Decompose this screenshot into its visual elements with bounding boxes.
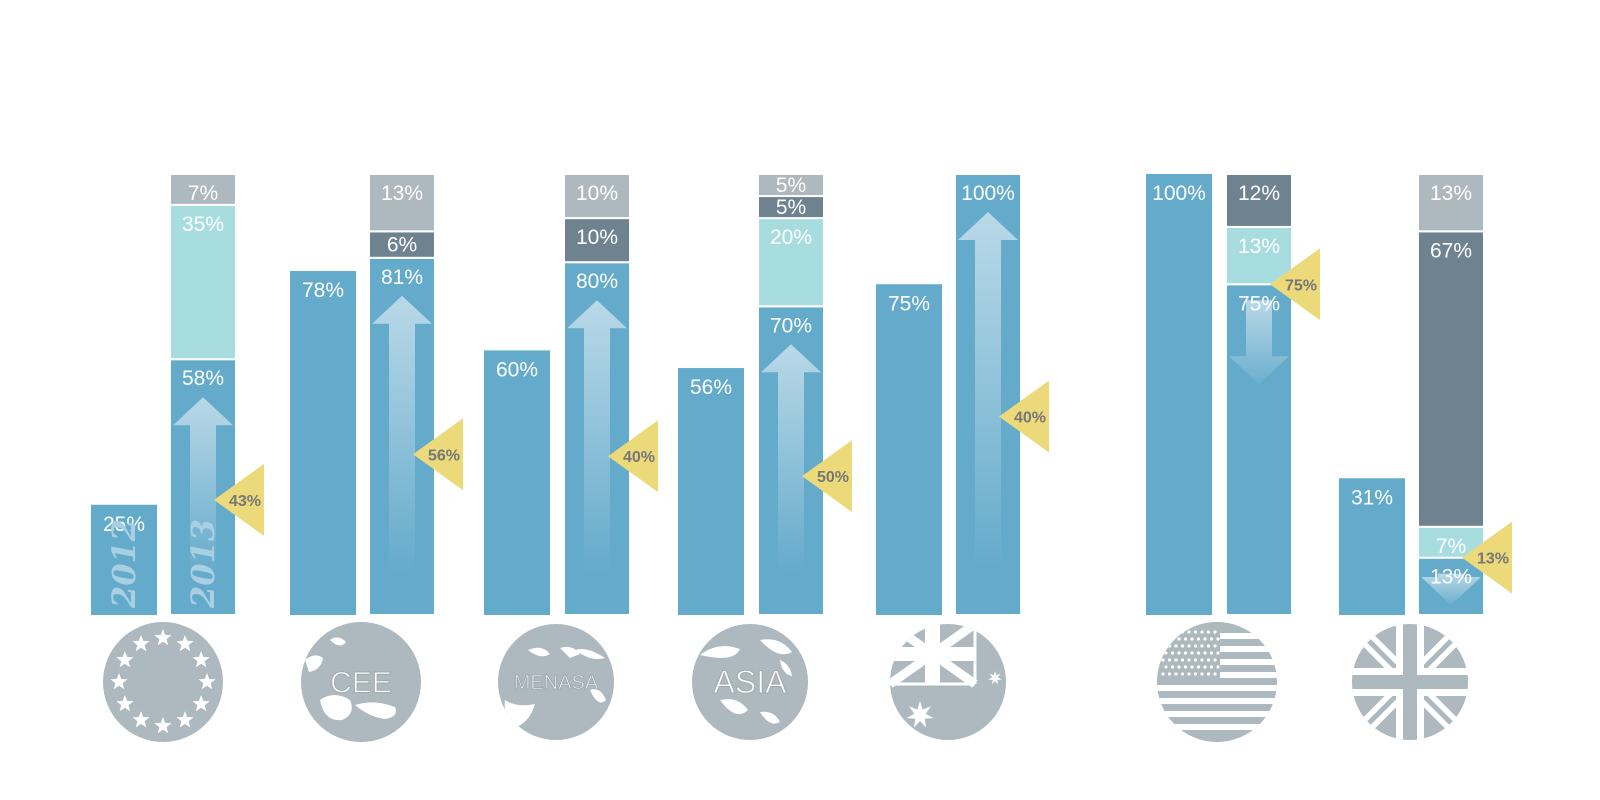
region-label: CEE [330, 667, 392, 700]
bar-2012 [484, 350, 550, 615]
change-badge [214, 463, 264, 536]
change-badge-label: 75% [1285, 277, 1317, 294]
bar-2013-label: 7% [188, 182, 218, 205]
bar-2012-label: 56% [690, 376, 732, 399]
bar-group-2: 60% 80% 10% 10% 40% [484, 173, 658, 616]
bar-2013-segment [1225, 173, 1293, 228]
change-arrow-up [958, 212, 1018, 575]
bar-2013-segment [1417, 173, 1485, 233]
change-badge-label: 56% [428, 447, 460, 464]
bar-2012-label: 25% [103, 513, 145, 536]
bar-2013-label: 75% [1238, 292, 1280, 315]
usa-flag-icon [1157, 622, 1277, 742]
menasa-map-icon: MENASA [498, 624, 614, 740]
bar-2012 [290, 271, 356, 615]
change-badge [1462, 521, 1512, 594]
bar-2013-label: 70% [770, 314, 812, 337]
bar-2013-segment [757, 217, 825, 308]
bar-2013-label: 5% [776, 174, 806, 197]
bar-2013-segment [563, 173, 631, 220]
bar-group-3: 56% 70% 20% 5%5% 50% [678, 173, 852, 616]
bar-2013-label: 80% [576, 270, 618, 293]
bar-2012 [1339, 478, 1405, 615]
bar-2012 [678, 368, 744, 615]
bar-2012-label: 31% [1351, 486, 1393, 509]
bar-2012 [876, 284, 942, 615]
year-label-2012: 2012 [105, 519, 143, 609]
bar-2013-label: 12% [1238, 182, 1280, 205]
change-arrow-up [372, 295, 432, 575]
bar-2013-label: 58% [182, 367, 224, 390]
bar-2013-segment [368, 230, 436, 259]
bar-2013-segment [1417, 230, 1485, 528]
bar-2013-label: 81% [381, 266, 423, 289]
bar-2013-label: 13% [1238, 235, 1280, 258]
change-badge [999, 380, 1049, 453]
bar-2012-label: 78% [302, 279, 344, 302]
change-badge-label: 13% [1477, 551, 1509, 568]
bar-2012-label: 75% [888, 292, 930, 315]
bar-2013-segment [757, 173, 825, 198]
australia-flag-icon [890, 624, 1006, 740]
change-arrow-down [1421, 573, 1481, 605]
change-badge [413, 418, 463, 491]
bar-2013-label: 6% [387, 234, 417, 257]
asia-map-icon: ASIA [692, 624, 808, 740]
bar-2013-label: 10% [576, 226, 618, 249]
bar-group-6: 31% 13% 7% 67% 13% 13% [1339, 173, 1512, 616]
cee-map-icon: CEE [301, 622, 421, 742]
bar-2013-segment [169, 173, 237, 206]
bar-2013-label: 35% [182, 213, 224, 236]
change-arrow-up [173, 397, 233, 575]
bar-group-4: 75% 100% 40% [876, 173, 1049, 616]
bar-2012-label: 60% [496, 358, 538, 381]
bar-2013-segment [169, 203, 237, 361]
icons-layer: CEE MENASA ASIA [103, 622, 1468, 742]
change-badge [802, 440, 852, 513]
bar-2013-label: 67% [1430, 239, 1472, 262]
change-badge [1270, 248, 1320, 321]
region-label: ASIA [714, 664, 788, 700]
change-badge [608, 420, 658, 493]
bar-2013-label: 13% [1430, 566, 1472, 589]
bar-2013-label: 7% [1436, 535, 1466, 558]
region-label: MENASA [514, 672, 599, 694]
bar-2013-label: 13% [381, 182, 423, 205]
bars-layer: 25% 58% 35% 7% 43% 78% 81% 6% 13% 56% 60% 80% 10% 10%… [91, 173, 1512, 616]
bar-2012 [91, 504, 157, 615]
bar-2013-label: 20% [770, 226, 812, 249]
change-arrow-down [1229, 300, 1289, 385]
change-badge-label: 50% [817, 469, 849, 486]
bar-2013-label: 10% [576, 182, 618, 205]
change-badge-label: 40% [623, 449, 655, 466]
bar-2013-label: 5% [776, 196, 806, 219]
change-badge-label: 43% [229, 493, 261, 510]
bar-2013-segment [368, 173, 436, 233]
bar-2012-label: 100% [1152, 182, 1206, 205]
bar-2013-label: 13% [1430, 182, 1472, 205]
bar-group-5: 100% 75% 13% 12% 75% [1146, 173, 1320, 616]
bar-2013-segment [563, 217, 631, 264]
change-arrow-up [567, 300, 627, 575]
bar-group-0: 25% 58% 35% 7% 43% [91, 173, 264, 616]
eu-flag-icon [103, 622, 223, 742]
change-badge-label: 40% [1014, 410, 1046, 427]
bar-2013-label: 100% [961, 182, 1015, 205]
year-label-2013: 2013 [184, 519, 222, 609]
bar-2012 [1146, 174, 1212, 615]
uk-flag-icon [1352, 624, 1468, 740]
bar-group-1: 78% 81% 6% 13% 56% [290, 173, 463, 616]
change-arrow-up [761, 344, 821, 575]
